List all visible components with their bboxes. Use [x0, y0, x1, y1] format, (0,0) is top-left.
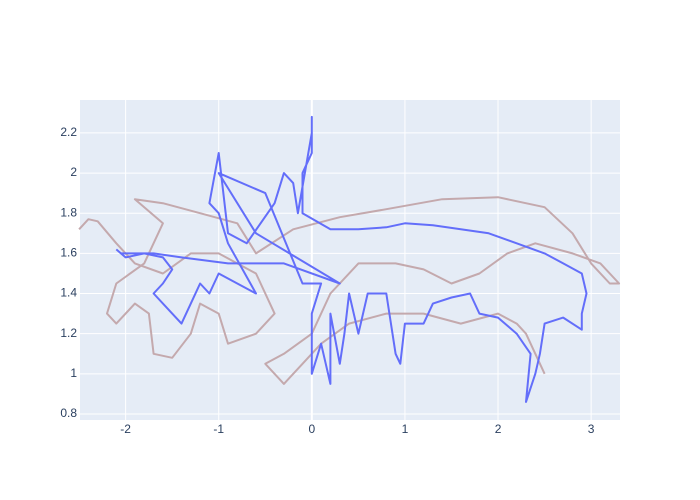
x-tick-label: 1: [402, 422, 409, 436]
x-tick-label: 0: [308, 422, 315, 436]
x-tick-label: -2: [120, 422, 131, 436]
y-tick-label: 1.4: [60, 286, 77, 300]
x-tick-label: -1: [213, 422, 224, 436]
x-tick-label: 3: [588, 422, 595, 436]
y-tick-label: 1.6: [60, 246, 77, 260]
y-tick-label: 0.8: [60, 406, 77, 420]
y-tick-label: 1.2: [60, 326, 77, 340]
y-tick-label: 1: [70, 366, 77, 380]
y-tick-label: 2.2: [60, 125, 77, 139]
series-line: [78, 196, 621, 385]
y-tick-label: 1.8: [60, 205, 77, 219]
y-tick-label: 2: [70, 165, 77, 179]
plot-area: [80, 100, 620, 420]
x-tick-label: 2: [495, 422, 502, 436]
series-line: [115, 115, 588, 403]
